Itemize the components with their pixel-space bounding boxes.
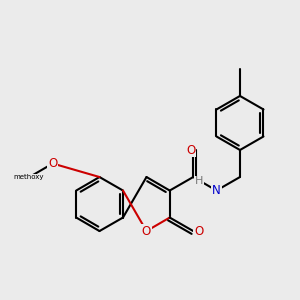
- Text: O: O: [194, 225, 203, 238]
- Text: H: H: [195, 176, 203, 186]
- Text: O: O: [142, 225, 151, 238]
- Text: methoxy: methoxy: [13, 174, 44, 180]
- Text: O: O: [186, 143, 195, 157]
- Text: O: O: [48, 157, 57, 170]
- Text: N: N: [212, 184, 221, 197]
